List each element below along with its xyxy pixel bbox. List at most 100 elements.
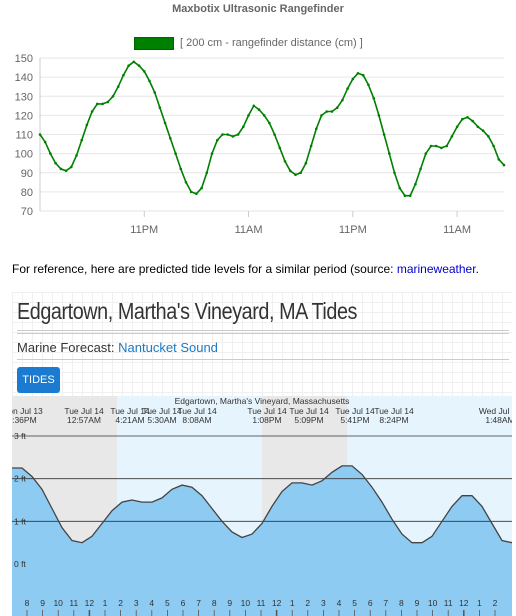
data-point: [487, 135, 490, 138]
tide-event-date: Tue Jul 14: [374, 406, 414, 416]
y-tick-label: 70: [21, 206, 33, 218]
tides-title: Edgartown, Martha's Vineyard, MA Tides: [17, 298, 357, 324]
data-point: [471, 119, 475, 123]
divider: [17, 359, 509, 360]
data-point: [408, 194, 412, 197]
y-tick-label: 90: [21, 168, 33, 180]
hour-label: 2: [118, 598, 123, 608]
data-point: [278, 146, 282, 150]
chart-legend[interactable]: [ 200 cm - rangefinder distance (cm) ]: [134, 36, 363, 50]
marine-forecast-row: Marine Forecast: Nantucket Sound: [17, 340, 218, 355]
y-tick-label: 150: [15, 53, 33, 65]
x-tick-label: 11AM: [443, 224, 471, 236]
reference-text: For reference, here are predicted tide l…: [12, 262, 479, 276]
tide-event-time: 8:08AM: [182, 415, 211, 425]
hour-label: 1: [103, 598, 108, 608]
y-tick-label: 100: [15, 149, 33, 161]
hour-label: 3: [321, 598, 326, 608]
data-point: [236, 133, 240, 136]
hour-label: 9: [227, 598, 232, 608]
data-point: [341, 98, 344, 102]
ft-label: 1 ft: [14, 516, 26, 526]
data-point: [304, 161, 308, 165]
hour-label: 8: [25, 598, 30, 608]
ft-label: 2 ft: [14, 474, 26, 484]
data-point: [461, 117, 464, 121]
tide-event-date: Tue Jul 14: [64, 406, 104, 416]
data-point: [184, 181, 188, 184]
hour-label: 11: [257, 598, 266, 608]
hour-label: 10: [53, 598, 63, 608]
hour-label: 11: [444, 598, 453, 608]
data-point: [247, 114, 250, 117]
hour-label: 12: [272, 598, 282, 608]
tide-event-time: 12:57AM: [67, 415, 101, 425]
hour-label: 4: [149, 598, 154, 608]
tide-event-time: 8:24PM: [379, 415, 408, 425]
data-point: [429, 144, 433, 148]
data-point: [262, 114, 266, 117]
tides-button[interactable]: TIDES: [17, 367, 60, 393]
data-point: [85, 123, 89, 127]
data-point: [106, 100, 110, 104]
data-point: [127, 64, 130, 67]
data-point: [393, 171, 396, 175]
data-point: [257, 108, 261, 111]
data-point: [210, 152, 214, 155]
data-point: [382, 133, 386, 136]
ft-label: 3 ft: [14, 431, 26, 441]
tide-event-time: 1:48AM: [485, 415, 512, 425]
data-point: [502, 163, 506, 167]
data-point: [367, 83, 370, 87]
data-point: [419, 167, 422, 171]
y-tick-label: 140: [15, 72, 33, 84]
marineweather-link[interactable]: marineweather: [396, 262, 476, 276]
data-point: [221, 133, 224, 136]
data-point: [481, 129, 485, 132]
tide-event-time: 5:30AM: [147, 415, 176, 425]
data-point: [273, 133, 276, 136]
data-point: [320, 114, 323, 117]
data-point: [80, 138, 83, 142]
data-point: [315, 127, 318, 131]
data-point: [64, 169, 68, 173]
data-point: [59, 167, 63, 171]
data-point: [231, 135, 235, 138]
data-point: [424, 152, 428, 155]
data-point: [335, 106, 339, 109]
hour-label: 6: [368, 598, 373, 608]
data-point: [43, 140, 47, 144]
nantucket-sound-link[interactable]: Nantucket Sound: [118, 340, 218, 355]
tide-event-date: Tue Jul 14: [335, 406, 375, 416]
data-point: [163, 121, 167, 125]
data-point: [205, 171, 209, 175]
hour-label: 12: [85, 598, 95, 608]
data-point: [70, 165, 73, 169]
data-point: [174, 152, 177, 155]
hour-label: 2: [493, 598, 498, 608]
hour-label: 4: [337, 598, 342, 608]
rangefinder-chart: 70 80 90 100 110 120 130 140 150 11PM 11AM 11PM 11AM: [15, 53, 506, 236]
x-tick-label: 11PM: [339, 224, 367, 236]
hour-label: 8: [399, 598, 404, 608]
hour-label: 8: [212, 598, 217, 608]
data-point: [137, 64, 141, 67]
data-point: [122, 73, 125, 77]
hour-label: 9: [415, 598, 420, 608]
tide-chart-title: Edgartown, Martha's Vineyard, Massachuse…: [175, 396, 350, 406]
rangefinder-series-line: [39, 60, 505, 197]
data-point: [148, 79, 151, 83]
data-point: [49, 152, 52, 155]
y-tick-label: 80: [21, 187, 33, 199]
tide-event-date: Tue Jul 14: [110, 406, 150, 416]
tide-event-date: Mon Jul 13: [12, 406, 43, 416]
tide-event-date: Tue Jul 14: [289, 406, 329, 416]
data-point: [153, 91, 156, 94]
tide-event-time: 5:09PM: [294, 415, 323, 425]
divider: [17, 333, 509, 334]
data-point: [440, 146, 443, 150]
data-point: [346, 87, 349, 90]
tide-line: [12, 465, 512, 544]
data-point: [38, 133, 42, 136]
hour-label: 1: [477, 598, 482, 608]
